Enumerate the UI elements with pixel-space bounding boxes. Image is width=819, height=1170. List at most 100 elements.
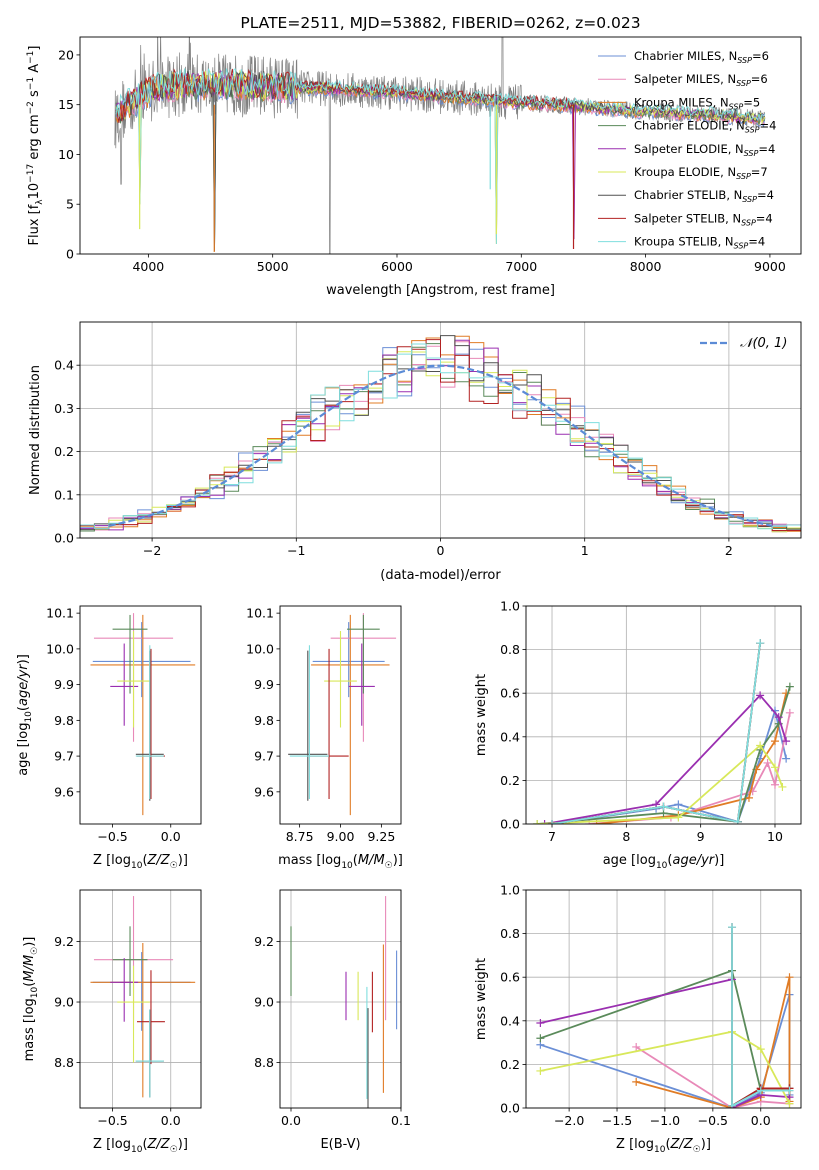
y-tick-label: 9.7: [254, 749, 274, 764]
gaussian-curve: [108, 364, 773, 527]
weight-marker: [770, 737, 779, 746]
weight-series-2: [596, 692, 787, 824]
weight-marker: [632, 1042, 641, 1051]
label-part: age/yr: [672, 853, 715, 868]
y-tick-label: 0.2: [500, 773, 520, 788]
label-part: ☉: [693, 1145, 701, 1155]
weight-series-8: [551, 642, 761, 824]
label-part: −1: [26, 51, 36, 64]
label-part: =5: [743, 95, 760, 109]
label-part: −17: [26, 164, 36, 183]
label-part: (: [353, 853, 358, 868]
weight-marker: [632, 1077, 641, 1086]
x-tick-label: 9.00: [327, 829, 355, 844]
weight-marker: [785, 708, 794, 717]
label-part: Kroupa ELODIE, N: [634, 165, 736, 179]
label-part: Salpeter MILES, N: [634, 72, 736, 86]
y-tick-label: 20: [58, 47, 74, 62]
weight-marker: [785, 973, 794, 982]
label-part: SSP: [737, 56, 752, 65]
weight-marker: [733, 817, 742, 824]
y-tick-label: 9.0: [54, 995, 74, 1010]
y-tick-label: 0: [66, 247, 74, 262]
y-tick-label: 9.7: [54, 749, 74, 764]
x-tick-label: −1: [287, 543, 305, 558]
label-part: Salpeter ELODIE, N: [634, 142, 744, 156]
y-tick-label: 9.6: [254, 784, 274, 799]
label-part: Kroupa STELIB, N: [634, 235, 734, 249]
label-part: 10: [131, 861, 143, 871]
label-part: Chabrier STELIB, N: [634, 188, 742, 202]
y-tick-label: 1.0: [500, 599, 520, 614]
spectrum-axes: 4000 5000 6000 7000 8000 9000 0 5 10 15 20 PLATE=25…: [26, 14, 802, 298]
x-tick-label: −2.0: [554, 1113, 584, 1128]
y-tick-label: 10.1: [46, 606, 74, 621]
label-part: 10: [24, 711, 34, 723]
label-part: Chabrier MILES, N: [634, 49, 737, 63]
label-part: 10: [341, 861, 353, 871]
mass-vs-ebv-plot-area: [290, 896, 398, 1108]
y-tick-label: 0.2: [54, 444, 74, 459]
x-tick-label: 9: [697, 829, 705, 844]
y-tick-label: 0.4: [54, 358, 74, 373]
y-tick-label: 0.1: [54, 487, 74, 502]
y-axis-label: mass weight: [474, 958, 489, 1040]
label-part: =4: [760, 119, 777, 133]
axes-frame: [79, 889, 202, 1109]
label-part: wavelength [Angstrom, rest frame]: [326, 283, 555, 298]
y-tick-label: 9.9: [254, 677, 274, 692]
weight-marker: [756, 741, 765, 750]
y-tick-label: 9.2: [54, 934, 74, 949]
weight-marker: [744, 793, 753, 802]
weight-marker: [763, 758, 772, 767]
label-part: =4: [757, 188, 774, 202]
label-part: (: [667, 853, 672, 868]
y-tick-label: 0.3: [54, 401, 74, 416]
label-part: s: [27, 90, 42, 101]
y-axis-label: age [log10(age/yr)]: [16, 654, 34, 776]
weight-marker: [774, 713, 783, 722]
legend-label: Chabrier STELIB, NSSP=4: [634, 188, 774, 204]
y-tick-label: 0.6: [500, 686, 520, 701]
label-part: Flux [f: [27, 204, 42, 245]
label-part: λ: [35, 199, 45, 205]
x-tick-label: 2: [725, 543, 733, 558]
legend-label: Kroupa ELODIE, NSSP=7: [634, 165, 768, 181]
label-part: SSP: [734, 242, 749, 251]
y-tick-label: 9.9: [54, 677, 74, 692]
label-part: erg cm: [27, 114, 42, 163]
legend-label: Salpeter ELODIE, NSSP=4: [634, 142, 775, 158]
mass-vs-Z-axes: −0.5 0.08.89.09.2Z [log10(Z/Z☉)]mass [log…: [22, 889, 202, 1155]
label-part: SSP: [745, 126, 760, 135]
legend-label: Chabrier MILES, NSSP=6: [634, 49, 769, 65]
x-axis-label: Z [log10(Z/Z☉)]: [616, 1137, 711, 1155]
label-part: ☉: [385, 861, 393, 871]
weight-marker: [756, 639, 765, 648]
label-part: −2: [26, 101, 36, 114]
weight-marker: [536, 1066, 545, 1075]
residuals-axes: −2 −1 0 1 2 0.0 0.1 0.2 0.3 0.4 (data-model)/error…: [28, 321, 802, 583]
label-part: Salpeter STELIB, N: [634, 211, 741, 225]
label-part: 10: [30, 986, 40, 998]
label-part: (: [16, 706, 31, 711]
label-part: =6: [752, 49, 769, 63]
x-tick-label: 8000: [630, 259, 662, 274]
age-vs-Z-plot-area: [90, 613, 196, 816]
chart-title: PLATE=2511, MJD=53882, FIBERID=0262, z=0…: [240, 14, 640, 32]
y-tick-label: 10.0: [246, 641, 274, 656]
x-axis-label: wavelength [Angstrom, rest frame]: [326, 283, 555, 298]
x-axis-label: (data-model)/error: [380, 568, 501, 583]
label-part: age [log: [603, 853, 656, 868]
label-part: SSP: [744, 149, 759, 158]
label-part: Z [log: [616, 1137, 654, 1152]
model-spectrum-7: [115, 68, 573, 123]
y-tick-label: 10.0: [46, 641, 74, 656]
label-part: )]: [178, 1137, 188, 1152]
y-tick-label: 0.8: [500, 926, 520, 941]
y-axis-label: mass [log10(M/M☉)]: [22, 937, 40, 1062]
label-part: Z/Z: [670, 1137, 694, 1152]
x-tick-label: −0.5: [698, 1113, 728, 1128]
legend-label: 𝒩(0, 1): [740, 336, 787, 351]
